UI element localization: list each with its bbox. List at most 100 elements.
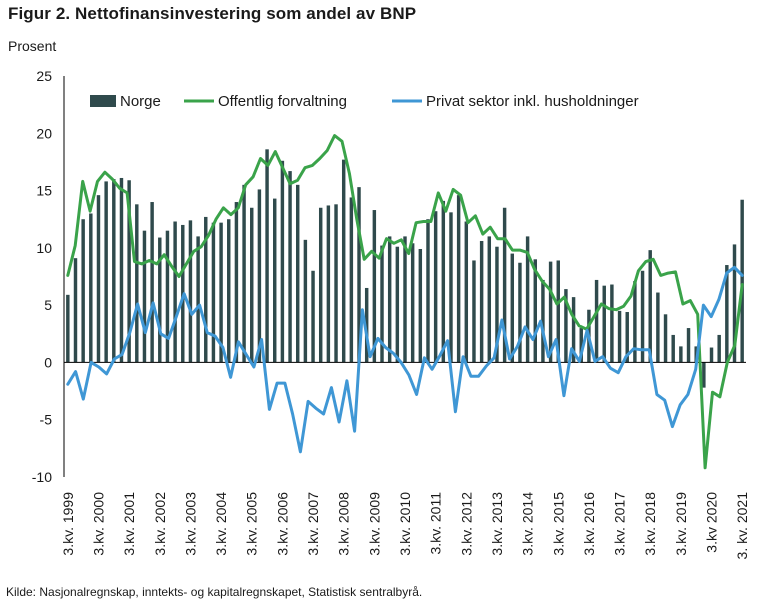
bar-norge	[625, 312, 629, 363]
x-tick-label: 3.kv 2020	[704, 492, 720, 553]
bar-norge	[433, 211, 438, 363]
legend-label-offentlig: Offentlig forvaltning	[218, 93, 347, 110]
bar-norge	[426, 219, 430, 363]
bar-norge	[717, 334, 721, 363]
bar-norge	[265, 149, 269, 363]
y-tick-label: -5	[40, 412, 53, 428]
source-note: Kilde: Nasjonalregnskap, inntekts- og ka…	[6, 585, 423, 599]
bar-norge	[165, 230, 170, 363]
bar-norge	[273, 198, 277, 363]
bar-norge	[725, 265, 729, 363]
bar-norge	[472, 260, 476, 363]
bar-norge	[495, 246, 499, 363]
bar-norge	[89, 213, 93, 363]
y-tick-label: 0	[44, 354, 52, 370]
bar-norge	[119, 177, 124, 363]
bar-norge	[617, 310, 622, 363]
bar-norge	[234, 202, 239, 363]
bar-norge	[303, 239, 308, 363]
line-series	[66, 134, 744, 470]
bar-norge	[418, 249, 423, 363]
x-tick-label: 3.kv. 2006	[274, 492, 290, 556]
bar-norge	[502, 207, 507, 363]
y-tick-label: 15	[36, 183, 52, 199]
y-tick-label: -10	[32, 469, 52, 485]
bar-norge	[219, 222, 223, 363]
legend: Norge Offentlig forvaltning Privat sektor …	[90, 93, 639, 110]
y-tick-label: 20	[36, 125, 52, 141]
bar-norge	[295, 184, 300, 363]
line-privat-sektor	[66, 265, 744, 454]
bar-norge	[518, 262, 522, 363]
bar-norge	[357, 187, 361, 363]
bar-norge	[548, 261, 553, 363]
bar-norge	[288, 171, 292, 363]
bar-norge	[456, 195, 461, 363]
bar-norge	[656, 292, 660, 363]
bar-norge	[96, 195, 101, 363]
x-tick-label: 3.kv. 2005	[244, 492, 260, 556]
bar-norge	[257, 189, 262, 363]
x-tick-label: 3. kv. 2021	[734, 492, 750, 560]
x-tick-label: 3.kv. 2009	[366, 492, 382, 556]
line-offentlig-forvaltning	[66, 134, 744, 470]
bar-norge	[449, 212, 453, 363]
bar-norge	[204, 216, 208, 363]
bar-norge	[150, 202, 154, 363]
bar-norge	[364, 287, 369, 363]
bar-norge	[341, 159, 346, 363]
bar-norge	[242, 184, 246, 363]
y-axis-tick-labels: 25 20 15 10 5 0 -5 -10	[32, 68, 52, 485]
bar-norge	[334, 204, 338, 363]
bar-norge	[709, 347, 714, 363]
bar-norge	[702, 362, 706, 388]
y-tick-label: 25	[36, 68, 52, 84]
bar-norge	[663, 314, 668, 363]
bar-norge	[135, 204, 139, 363]
bar-norge	[594, 279, 599, 363]
x-tick-label: 3.kv. 2002	[152, 492, 168, 556]
bar-norge	[740, 199, 744, 363]
bar-norge	[66, 294, 70, 363]
bar-norge	[280, 160, 285, 363]
x-tick-label: 3.kv. 2008	[336, 492, 352, 556]
x-axis-tick-labels: 3.kv. 1999 3.kv. 2000 3.kv. 2001 3.kv. 2002…	[60, 492, 750, 560]
bar-norge	[380, 245, 384, 363]
x-tick-label: 3.kv. 2016	[581, 492, 597, 556]
bar-norge	[441, 200, 446, 363]
bar-norge	[311, 270, 315, 363]
y-axis-unit-label: Prosent	[8, 38, 57, 54]
y-tick-label: 10	[36, 240, 52, 256]
x-tick-label: 3.kv. 2012	[458, 492, 474, 556]
bar-norge	[250, 207, 254, 363]
x-tick-label: 3.kv. 1999	[60, 492, 76, 556]
x-tick-label: 3.kv. 2011	[428, 492, 444, 555]
bar-norge	[571, 297, 576, 363]
bar-norge	[326, 205, 331, 363]
legend-label-norge: Norge	[120, 93, 161, 110]
bar-norge	[679, 346, 683, 363]
bar-norge	[564, 289, 568, 363]
bar-norge	[142, 230, 147, 363]
bar-norge	[158, 237, 162, 363]
bar-norge	[479, 240, 484, 363]
axes	[63, 76, 746, 477]
bar-norge	[533, 259, 537, 363]
bar-norge	[188, 220, 193, 363]
bar-norge	[349, 197, 354, 363]
bar-norge	[633, 281, 637, 363]
x-tick-label: 3.kv. 2019	[673, 492, 689, 556]
bar-norge	[487, 236, 492, 363]
bar-norge	[579, 328, 583, 363]
x-tick-label: 3.kv. 2017	[612, 492, 628, 556]
x-tick-label: 3.kv. 2003	[182, 492, 198, 556]
legend-swatch-norge	[90, 95, 116, 107]
bar-norge	[610, 284, 614, 363]
bar-norge	[732, 244, 737, 363]
bar-norge	[648, 250, 652, 363]
x-tick-label: 3.kv. 2001	[121, 492, 137, 556]
bar-norge	[196, 236, 200, 363]
x-tick-label: 3.kv. 2000	[90, 492, 106, 556]
x-tick-label: 3.kv. 2007	[305, 492, 321, 556]
